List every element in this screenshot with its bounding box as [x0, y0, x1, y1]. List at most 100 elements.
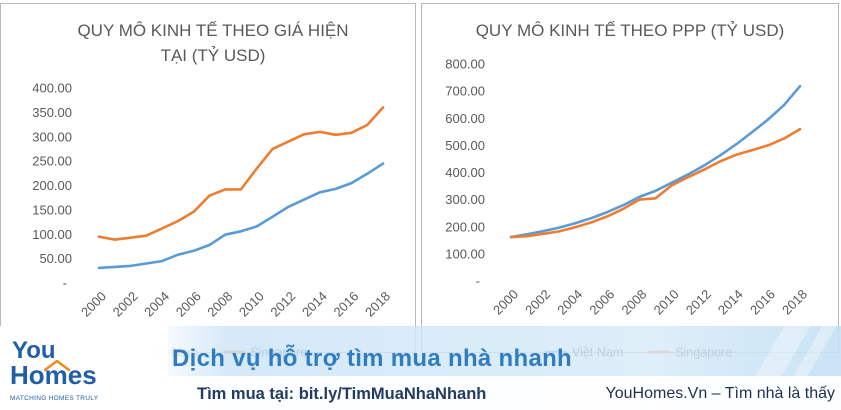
data-point-singapore: [606, 215, 609, 218]
data-point-viet-nam: [638, 195, 641, 199]
data-point-singapore: [509, 235, 513, 239]
data-point-viet-nam: [302, 198, 306, 201]
banner-bottom-strip: [165, 376, 841, 410]
x-tick-label: 2018: [362, 289, 393, 320]
x-tick-label: 2016: [330, 289, 361, 320]
chart-frame-ppp: [421, 3, 839, 353]
data-point-viet-nam: [702, 164, 705, 167]
y-tick-label: 700.00: [445, 84, 485, 99]
data-point-singapore: [670, 184, 673, 187]
data-point-viet-nam: [192, 249, 195, 252]
ad-banner: You Homes MATCHING HOMES TRULY Dịch vụ h…: [0, 326, 841, 410]
data-point-singapore: [224, 188, 227, 191]
x-tick-label: 2004: [554, 287, 585, 318]
house-roof-icon: [44, 360, 70, 372]
data-point-viet-nam: [590, 216, 593, 220]
data-point-singapore: [160, 227, 164, 230]
y-tick-label: -: [476, 274, 480, 289]
data-point-singapore: [782, 137, 786, 140]
banner-cta-link-text: Tìm mua tại: bit.ly/TimMuaNhaNhanh: [197, 385, 487, 403]
data-point-singapore: [686, 176, 689, 179]
y-tick-label: 200.00: [445, 219, 485, 234]
data-point-viet-nam: [176, 253, 180, 256]
banner-slogan: YouHomes.Vn – Tìm nhà là thấy: [605, 385, 835, 402]
data-point-viet-nam: [541, 229, 545, 233]
data-point-viet-nam: [271, 215, 274, 218]
y-tick-label: 400.00: [445, 165, 485, 180]
y-tick-label: 400.00: [32, 81, 72, 96]
data-point-singapore: [381, 106, 385, 109]
y-tick-label: 500.00: [445, 138, 485, 153]
data-point-singapore: [654, 197, 657, 200]
x-tick-label: 2002: [522, 287, 553, 318]
x-tick-label: 2012: [683, 287, 714, 318]
x-tick-label: 2000: [78, 289, 109, 320]
data-point-viet-nam: [224, 233, 227, 236]
data-point-singapore: [334, 133, 337, 136]
y-tick-label: 800.00: [445, 57, 485, 72]
data-point-singapore: [271, 147, 274, 151]
data-point-singapore: [97, 235, 101, 238]
data-point-viet-nam: [686, 173, 689, 176]
x-tick-label: 2010: [651, 287, 682, 318]
y-tick-label: 350.00: [32, 105, 72, 120]
data-point-viet-nam: [558, 226, 561, 229]
data-point-singapore: [318, 130, 322, 134]
data-point-singapore: [192, 210, 195, 213]
data-point-singapore: [558, 230, 561, 233]
data-point-viet-nam: [622, 203, 625, 207]
data-point-viet-nam: [366, 172, 369, 175]
x-tick-label: 2004: [141, 289, 172, 320]
data-point-singapore: [798, 127, 802, 131]
chart-title-ppp: QUY MÔ KINH TẾ THEO PPP (TỶ USD): [475, 21, 785, 40]
data-point-singapore: [350, 131, 353, 134]
series-line-singapore: [509, 127, 802, 239]
data-point-singapore: [129, 236, 132, 239]
logo-word-you: You: [12, 337, 56, 364]
data-point-singapore: [574, 226, 577, 229]
data-point-viet-nam: [208, 243, 211, 247]
x-tick-label: 2014: [715, 287, 746, 318]
data-point-viet-nam: [239, 230, 243, 233]
data-point-singapore: [702, 168, 705, 171]
y-tick-label: 100.00: [445, 246, 485, 261]
data-point-singapore: [239, 188, 243, 191]
y-tick-label: 100.00: [32, 227, 72, 242]
data-point-viet-nam: [113, 265, 117, 269]
data-point-singapore: [766, 144, 770, 147]
series-line-singapore: [97, 106, 385, 241]
data-point-singapore: [145, 234, 148, 237]
logo-tagline: MATCHING HOMES TRULY: [10, 395, 99, 402]
data-point-viet-nam: [670, 181, 673, 184]
x-tick-label: 2014: [299, 289, 330, 320]
data-point-viet-nam: [766, 118, 770, 121]
data-point-singapore: [541, 232, 545, 235]
data-point-viet-nam: [734, 143, 737, 146]
data-point-viet-nam: [97, 266, 101, 270]
data-point-singapore: [366, 123, 369, 127]
data-point-viet-nam: [318, 191, 322, 194]
y-tick-label: -: [63, 276, 67, 291]
x-tick-label: 2000: [490, 287, 521, 318]
x-tick-label: 2008: [204, 289, 235, 320]
data-point-singapore: [590, 221, 593, 224]
data-point-singapore: [525, 235, 529, 238]
x-tick-label: 2018: [779, 287, 810, 318]
data-point-singapore: [718, 160, 721, 163]
x-tick-label: 2002: [110, 289, 141, 320]
data-point-viet-nam: [574, 222, 577, 225]
series-line-viet-nam: [97, 162, 385, 270]
data-point-viet-nam: [160, 259, 164, 263]
data-point-singapore: [622, 207, 625, 210]
data-point-viet-nam: [145, 262, 148, 265]
y-tick-label: 50.00: [39, 251, 72, 266]
data-point-viet-nam: [287, 205, 290, 209]
data-point-singapore: [176, 219, 180, 223]
data-point-viet-nam: [782, 104, 786, 107]
x-tick-label: 2008: [618, 287, 649, 318]
x-tick-label: 2006: [586, 287, 617, 318]
data-point-singapore: [638, 198, 641, 201]
y-tick-label: 150.00: [32, 202, 72, 217]
data-point-viet-nam: [129, 264, 132, 268]
y-tick-label: 600.00: [445, 111, 485, 126]
